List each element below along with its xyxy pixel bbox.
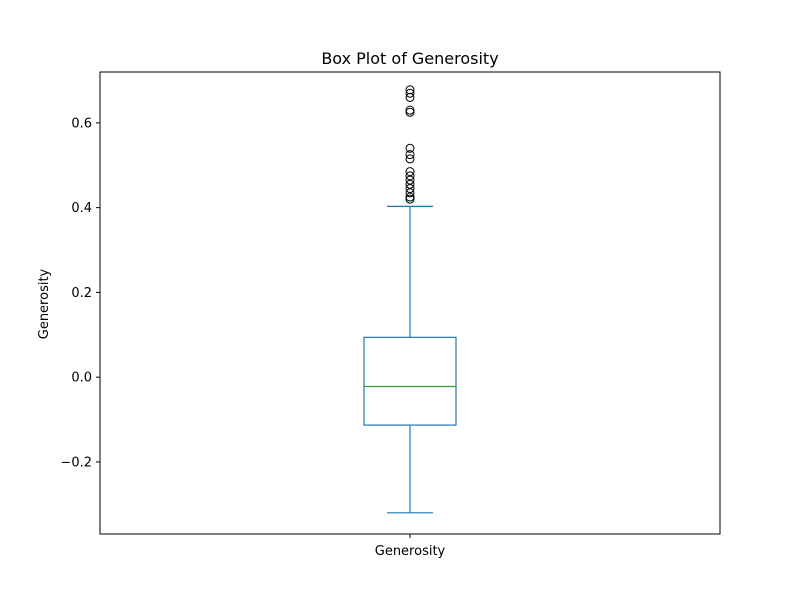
outlier-point (405, 143, 415, 153)
y-axis-label: Generosity (37, 268, 52, 339)
iqr-box (363, 336, 457, 426)
y-axis-ticks: −0.2 0.0 0.2 0.4 0.6 (60, 116, 100, 470)
outlier-point (405, 194, 415, 204)
outlier-point (405, 107, 415, 117)
box-plot-marks (363, 85, 457, 514)
outlier-point (405, 88, 415, 98)
outlier-point (405, 154, 415, 164)
outlier-point (405, 167, 415, 177)
outlier-point (405, 171, 415, 181)
y-tick-label: 0.4 (71, 201, 92, 216)
x-axis-ticks: Generosity (375, 534, 446, 559)
chart-title: Box Plot of Generosity (321, 49, 498, 68)
y-tick-label: 0.2 (71, 286, 92, 301)
outlier-point (405, 150, 415, 160)
y-tick-label: 0.6 (71, 116, 92, 131)
x-tick-label: Generosity (375, 544, 446, 559)
outlier-point (405, 105, 415, 115)
y-tick-label: −0.2 (60, 455, 92, 470)
y-tick-label: 0.0 (71, 371, 92, 386)
outlier-point (405, 85, 415, 95)
